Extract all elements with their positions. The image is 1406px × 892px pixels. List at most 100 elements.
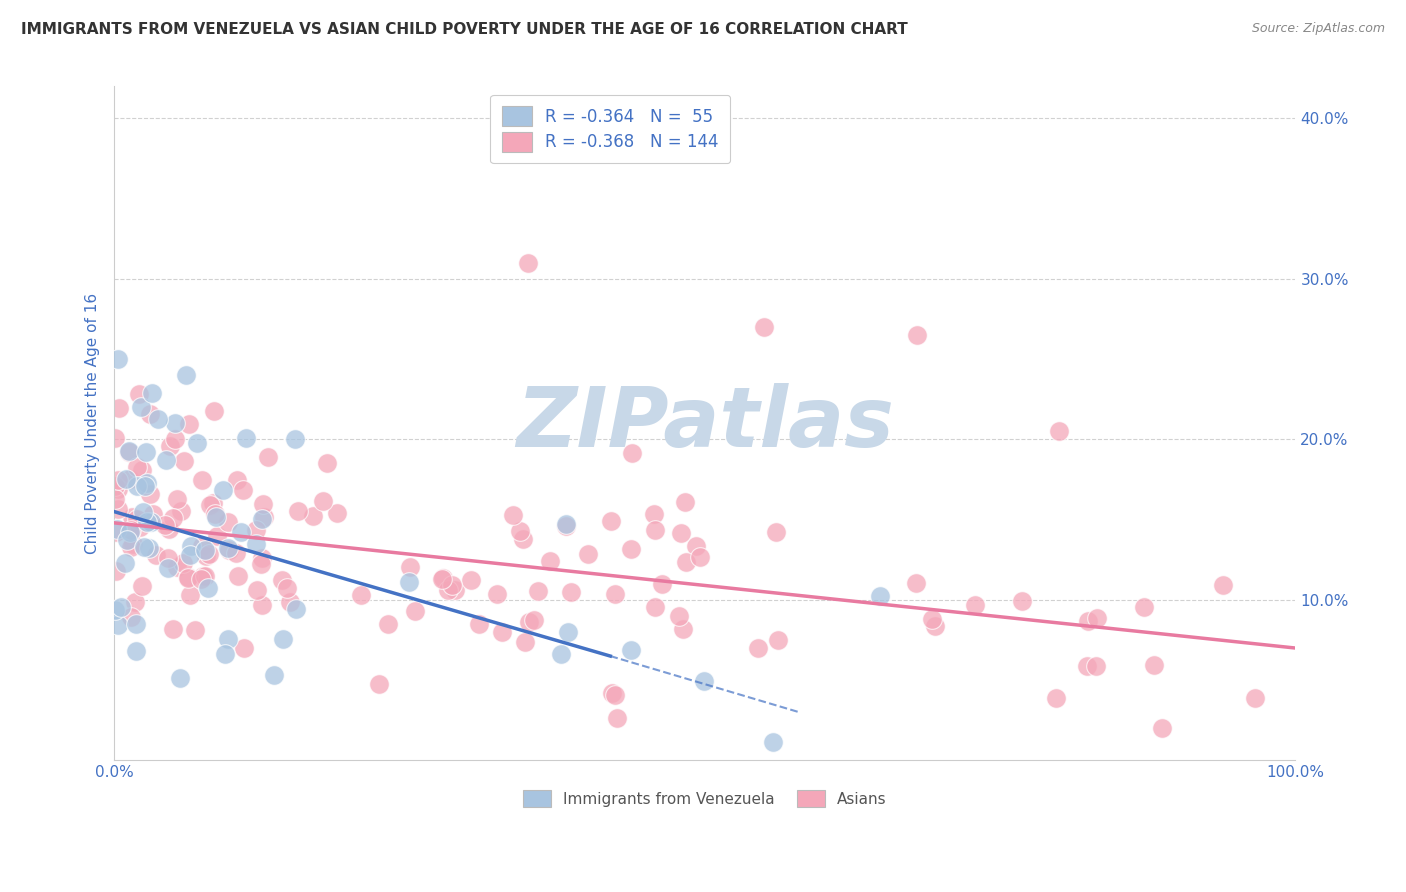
Point [302, 509, 325, 524]
Point [554, 516, 576, 531]
Point [276, 581, 298, 595]
Point [122, 537, 145, 551]
Point [271, 574, 294, 588]
Point [107, 352, 129, 367]
Point [404, 604, 426, 618]
Point [603, 688, 626, 702]
Point [120, 472, 142, 486]
Point [110, 599, 132, 614]
Point [134, 479, 156, 493]
Point [651, 577, 673, 591]
Point [191, 473, 214, 487]
Point [214, 648, 236, 662]
Point [118, 444, 141, 458]
Point [432, 572, 454, 586]
Point [118, 443, 141, 458]
Point [685, 539, 707, 553]
Point [104, 431, 127, 445]
Text: ZIPatlas: ZIPatlas [516, 383, 894, 464]
Point [1076, 659, 1098, 673]
Point [1085, 610, 1108, 624]
Point [153, 517, 176, 532]
Point [523, 613, 546, 627]
Point [190, 572, 212, 586]
Point [179, 417, 201, 432]
Point [245, 537, 267, 551]
Point [1077, 614, 1099, 628]
Point [752, 320, 775, 334]
Point [194, 549, 217, 563]
Point [142, 507, 165, 521]
Point [107, 482, 129, 496]
Point [104, 479, 127, 493]
Point [485, 586, 508, 600]
Point [177, 571, 200, 585]
Point [527, 583, 550, 598]
Point [246, 583, 269, 598]
Point [643, 507, 665, 521]
Point [170, 503, 193, 517]
Point [157, 550, 180, 565]
Y-axis label: Child Poverty Under the Age of 16: Child Poverty Under the Age of 16 [86, 293, 100, 554]
Point [159, 439, 181, 453]
Point [131, 579, 153, 593]
Point [139, 407, 162, 421]
Point [271, 632, 294, 647]
Point [1011, 594, 1033, 608]
Point [1150, 721, 1173, 735]
Point [441, 578, 464, 592]
Point [131, 505, 153, 519]
Point [620, 643, 643, 657]
Point [107, 501, 129, 516]
Point [644, 524, 666, 538]
Point [141, 385, 163, 400]
Point [398, 575, 420, 590]
Point [217, 541, 239, 556]
Point [155, 453, 177, 467]
Point [198, 499, 221, 513]
Point [172, 556, 194, 570]
Point [177, 570, 200, 584]
Point [963, 599, 986, 613]
Point [250, 598, 273, 612]
Point [191, 568, 214, 582]
Point [924, 619, 946, 633]
Point [232, 483, 254, 497]
Point [202, 496, 225, 510]
Point [138, 541, 160, 555]
Point [218, 542, 240, 557]
Point [131, 463, 153, 477]
Point [502, 508, 524, 522]
Point [225, 546, 247, 560]
Point [204, 507, 226, 521]
Point [907, 328, 929, 343]
Point [180, 539, 202, 553]
Point [128, 387, 150, 401]
Point [557, 625, 579, 640]
Point [368, 677, 391, 691]
Point [104, 491, 127, 506]
Point [162, 622, 184, 636]
Point [1132, 600, 1154, 615]
Point [512, 532, 534, 546]
Point [163, 432, 186, 446]
Point [105, 524, 128, 539]
Point [278, 594, 301, 608]
Point [145, 548, 167, 562]
Point [232, 640, 254, 655]
Point [399, 559, 422, 574]
Point [136, 515, 159, 529]
Point [516, 256, 538, 270]
Point [538, 554, 561, 568]
Point [669, 526, 692, 541]
Point [166, 491, 188, 506]
Point [673, 495, 696, 509]
Point [163, 417, 186, 431]
Point [921, 612, 943, 626]
Point [747, 640, 769, 655]
Point [766, 632, 789, 647]
Point [349, 588, 371, 602]
Point [252, 509, 274, 524]
Point [124, 595, 146, 609]
Point [202, 403, 225, 417]
